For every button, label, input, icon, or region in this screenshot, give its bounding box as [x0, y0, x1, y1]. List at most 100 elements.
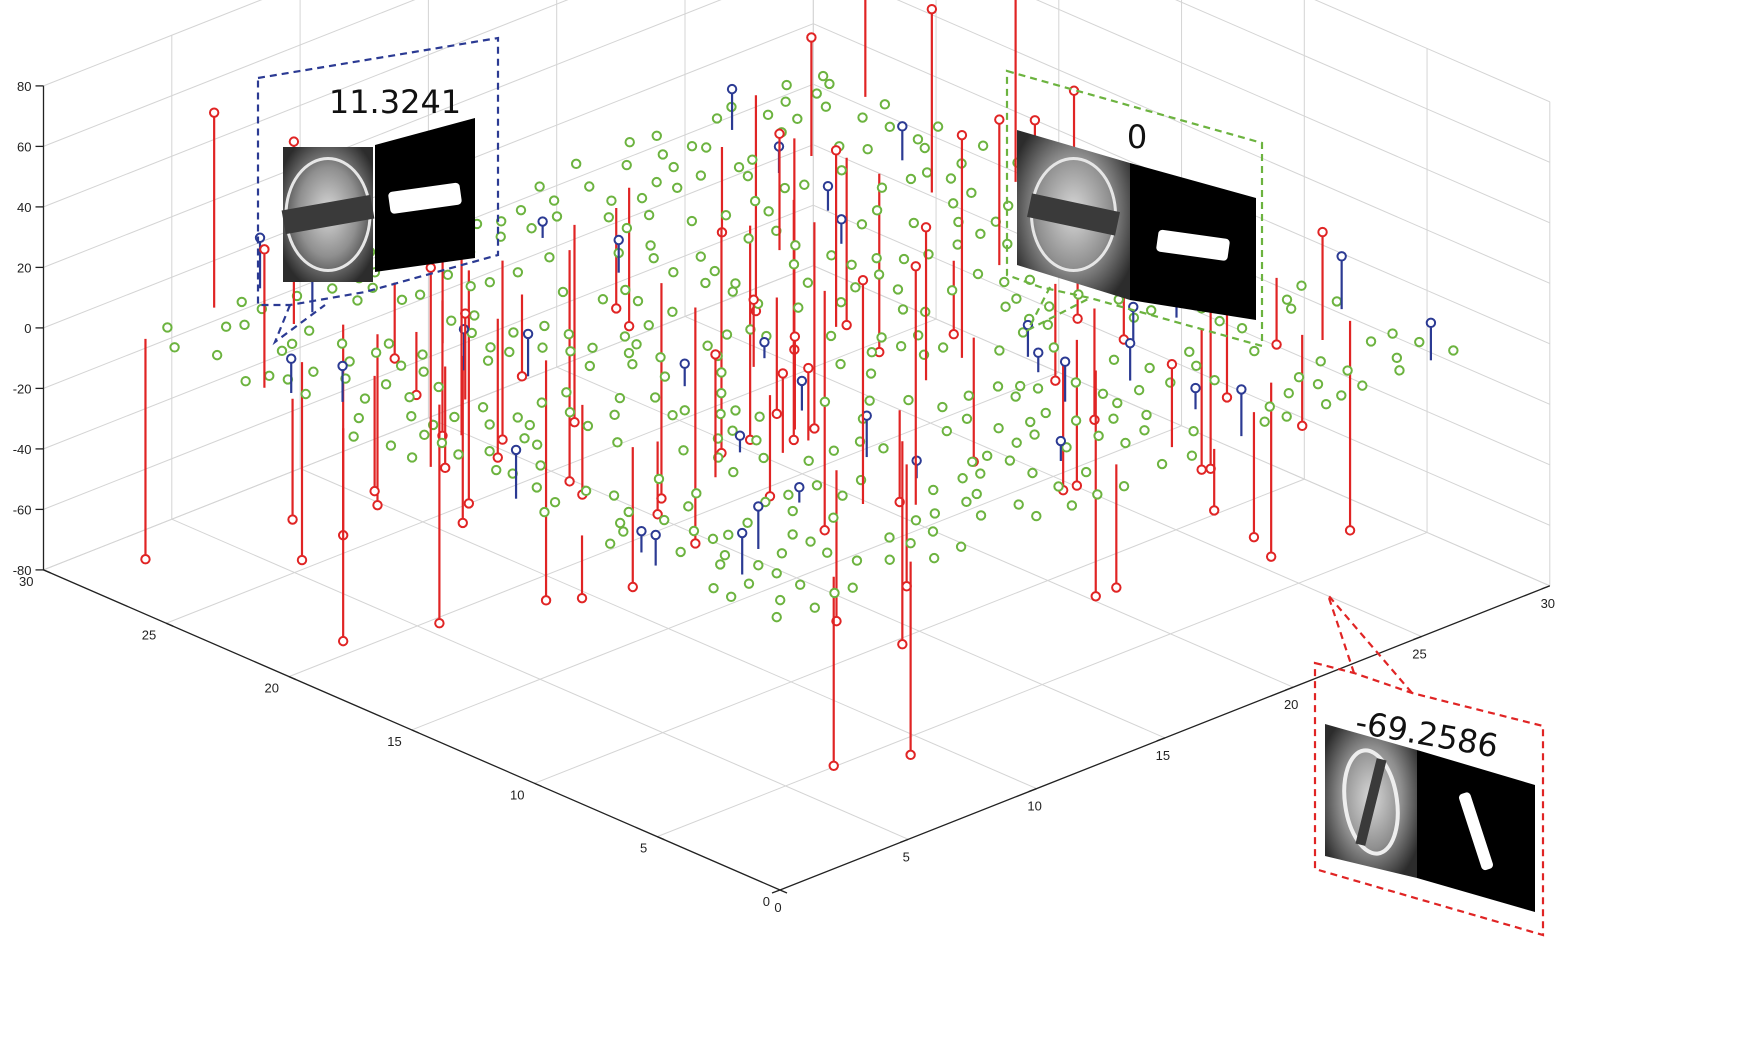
- zero-point-marker: [539, 506, 550, 518]
- callout-box: 11.3241: [256, 36, 500, 346]
- zero-point-marker: [700, 277, 711, 289]
- zero-point-marker: [658, 514, 670, 526]
- outlier-point-marker: [926, 3, 938, 15]
- side-wall-grid-line: [813, 204, 1550, 526]
- positive-point-marker: [1236, 384, 1247, 395]
- zero-point-marker: [981, 450, 993, 462]
- outlier-point-marker: [259, 244, 270, 255]
- zero-point-marker: [1145, 305, 1157, 316]
- zero-point-marker: [414, 289, 426, 300]
- zero-point-marker: [787, 529, 798, 540]
- outlier-point-marker: [1265, 551, 1277, 562]
- zero-point-marker: [824, 78, 835, 90]
- zero-point-marker: [1112, 397, 1123, 409]
- zero-point-marker: [370, 347, 382, 358]
- zero-point-marker: [730, 405, 741, 416]
- zero-point-marker: [651, 130, 662, 142]
- callout-box: -69.2586: [1313, 594, 1545, 937]
- zero-point-marker: [743, 233, 754, 244]
- zero-point-marker: [353, 412, 364, 424]
- zero-point-marker: [895, 340, 907, 352]
- zero-point-marker: [787, 505, 798, 517]
- zero-point-marker: [597, 294, 609, 305]
- zero-point-marker: [993, 422, 1004, 434]
- positive-point-marker: [736, 527, 748, 539]
- zero-point-marker: [1120, 437, 1131, 449]
- outlier-point-marker: [296, 554, 308, 566]
- positive-point-marker: [679, 358, 690, 369]
- zero-point-marker: [720, 210, 732, 221]
- zero-point-marker: [941, 425, 953, 437]
- zero-point-marker: [715, 559, 726, 570]
- positive-point-marker: [522, 328, 534, 340]
- outlier-point-marker: [337, 635, 349, 647]
- zero-point-marker: [648, 252, 659, 264]
- zero-point-marker: [820, 101, 832, 112]
- zero-point-marker: [1312, 378, 1324, 390]
- zero-point-marker: [730, 278, 741, 289]
- zero-point-marker: [723, 529, 734, 541]
- zero-point-marker: [802, 277, 814, 288]
- side-wall-grid-line: [896, 0, 1550, 284]
- back-wall-grid-line: [43, 0, 569, 208]
- callout-value-label: 11.3241: [329, 83, 461, 121]
- zero-point-marker: [631, 339, 642, 350]
- outlier-point-marker: [1271, 339, 1282, 350]
- zero-point-marker: [657, 149, 669, 160]
- zero-point-marker: [683, 501, 694, 512]
- zero-point-marker: [557, 286, 569, 298]
- zero-point-marker: [1191, 360, 1202, 372]
- positive-point-marker: [794, 482, 805, 493]
- outlier-point-marker: [748, 294, 759, 305]
- zero-point-marker: [851, 555, 863, 566]
- zero-point-marker: [837, 490, 848, 501]
- zero-point-marker: [708, 582, 719, 594]
- zero-point-marker: [805, 536, 816, 547]
- zero-point-marker: [1013, 499, 1024, 510]
- zero-point-marker: [932, 121, 944, 132]
- zero-point-marker: [620, 284, 631, 296]
- zero-point-marker: [612, 437, 623, 448]
- zero-point-marker: [709, 265, 720, 277]
- zero-point-marker: [417, 349, 428, 360]
- zero-point-marker: [1070, 415, 1082, 426]
- zero-point-marker: [327, 283, 338, 294]
- zero-point-marker: [352, 295, 363, 306]
- zero-point-marker: [1281, 294, 1293, 305]
- zero-point-marker: [624, 136, 635, 148]
- outlier-point-marker: [516, 371, 528, 382]
- zero-point-marker: [308, 366, 319, 377]
- zero-point-marker: [1285, 303, 1297, 314]
- outlier-point-marker: [806, 32, 817, 43]
- zero-point-marker: [564, 407, 576, 418]
- zero-point-marker: [672, 182, 683, 193]
- outlier-point-marker: [828, 760, 839, 771]
- zero-point-marker: [955, 541, 967, 552]
- zero-point-marker: [758, 452, 769, 464]
- zero-point-marker: [1188, 425, 1199, 437]
- zero-point-marker: [1133, 384, 1145, 396]
- zero-point-marker: [1249, 345, 1260, 357]
- positive-point-marker: [510, 444, 522, 456]
- zero-point-marker: [1165, 377, 1176, 388]
- zero-point-marker: [1315, 356, 1326, 367]
- zero-point-marker: [667, 409, 678, 421]
- screw-slot-icon: [281, 194, 375, 235]
- zero-point-marker: [961, 413, 973, 424]
- zero-point-marker: [1031, 510, 1042, 522]
- zero-point-marker: [910, 515, 922, 526]
- y-tick-label: 15: [387, 734, 401, 749]
- zero-point-marker: [811, 480, 823, 491]
- zero-point-marker: [719, 550, 731, 561]
- x-tick-mark: [1541, 585, 1551, 590]
- zero-point-marker: [1027, 467, 1038, 479]
- zero-point-marker: [651, 176, 662, 188]
- zero-point-marker: [211, 349, 223, 361]
- zero-point-marker: [879, 99, 891, 110]
- outlier-point-marker: [1248, 531, 1260, 543]
- zero-point-marker: [534, 181, 545, 192]
- zero-point-marker: [1093, 430, 1104, 442]
- zero-point-marker: [619, 331, 631, 342]
- outlier-point-marker: [1208, 505, 1220, 516]
- screw-slot-icon: [1026, 193, 1121, 236]
